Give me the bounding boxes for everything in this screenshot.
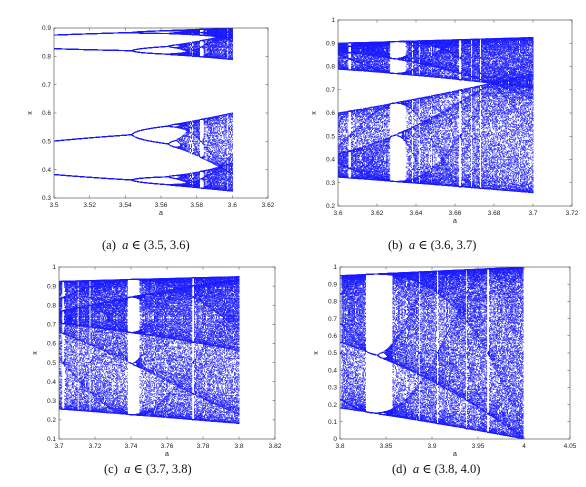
x-tick-label: 3.74 [125,443,138,450]
bifurcation-points [54,28,268,198]
y-tick-label: 0.2 [47,417,56,424]
bifurcation-points [59,267,275,439]
y-tick-label: 0.7 [42,82,51,89]
x-tick-label: 3.7 [54,443,63,450]
y-axis-label: x [313,351,320,355]
bifurcation-points [340,267,570,439]
y-axis-label: x [27,111,34,115]
caption-c: (c) a ∈ (3.7, 3.8) [104,462,192,476]
y-tick-label: 0.6 [326,110,335,117]
x-tick-label: 3.9 [427,443,436,450]
x-axis-label: a [165,451,169,458]
bifurcation-chart-a: 3.5 3.52 3.54 3.56 3.58 3.6 3.62 0.3 0.4 0.5 0.6 0.… [27,25,275,217]
bifurcation-panel-d: 3.8 3.85 3.9 3.95 4 4.05 0 0.1 0.2 0.3 0.4 0.5 0.6 0.… [298,255,584,476]
y-tick-label: 1 [333,264,337,271]
x-tick-label: 3.56 [155,202,168,209]
bifurcation-chart-b: 3.6 3.62 3.64 3.66 3.68 3.7 3.72 0.2 0.3 0.4 0.5 0.… [311,17,579,225]
y-tick-label: 0.8 [326,64,335,71]
x-tick-label: 4.05 [564,443,577,450]
y-tick-label: 0.3 [42,195,51,202]
x-tick-label: 3.58 [190,202,203,209]
x-tick-label: 3.62 [262,202,275,209]
y-tick-label: 0.9 [328,281,337,288]
x-tick-label: 3.62 [371,210,384,217]
y-tick-label: 0.4 [328,367,337,374]
y-tick-label: 0.7 [326,87,335,94]
caption-d: (d) a ∈ (3.8, 4.0) [392,462,481,476]
y-tick-label: 0.9 [42,25,51,32]
y-axis-label: x [311,111,318,115]
x-tick-label: 3.66 [449,210,462,217]
x-tick-label: 3.82 [269,443,282,450]
x-tick-label: 3.72 [89,443,102,450]
y-tick-label: 0.1 [328,419,337,426]
y-tick-label: 0.2 [328,402,337,409]
y-tick-label: 0 [333,436,337,443]
y-tick-label: 0.8 [328,299,337,306]
x-tick-label: 3.6 [228,202,237,209]
y-tick-label: 1 [52,264,56,271]
bifurcation-panel-c: 3.7 3.72 3.74 3.76 3.78 3.8 3.82 0.1 0.2 0.3 0.4 0.… [10,255,290,476]
bifurcation-chart-d: 3.8 3.85 3.9 3.95 4 4.05 0 0.1 0.2 0.3 0.4 0.5 0.6 0.… [313,264,577,458]
x-tick-label: 4 [522,443,526,450]
x-tick-label: 3.76 [161,443,174,450]
x-tick-label: 3.6 [333,210,342,217]
x-axis-label: a [453,451,457,458]
y-tick-label: 0.5 [328,350,337,357]
y-tick-label: 0.4 [42,167,51,174]
y-tick-label: 0.5 [42,139,51,146]
y-tick-label: 0.8 [42,54,51,61]
y-tick-label: 0.2 [326,203,335,210]
y-tick-label: 0.4 [47,379,56,386]
y-tick-label: 0.7 [328,316,337,323]
y-tick-label: 0.6 [47,341,56,348]
x-tick-label: 3.68 [488,210,501,217]
x-tick-label: 3.8 [335,443,344,450]
y-tick-label: 0.6 [328,333,337,340]
x-tick-label: 3.52 [83,202,96,209]
bifurcation-points [338,20,572,206]
y-tick-label: 0.5 [326,133,335,140]
x-tick-label: 3.54 [119,202,132,209]
x-tick-label: 3.85 [380,443,393,450]
y-tick-label: 0.3 [328,385,337,392]
x-axis-label: a [453,218,457,225]
y-tick-label: 0.5 [47,360,56,367]
x-tick-label: 3.8 [234,443,243,450]
x-tick-label: 3.72 [566,210,579,217]
x-axis-label: a [159,210,163,217]
y-tick-label: 0.7 [47,322,56,329]
x-tick-label: 3.64 [410,210,423,217]
y-tick-label: 0.4 [326,157,335,164]
caption-a: (a) a ∈ (3.5, 3.6) [102,238,190,252]
x-tick-label: 3.78 [197,443,210,450]
y-tick-label: 1 [331,17,335,24]
bifurcation-panel-a: 3.5 3.52 3.54 3.56 3.58 3.6 3.62 0.3 0.4 0.5 0.6 0.… [10,12,280,252]
y-axis-label: x [32,351,39,355]
bifurcation-chart-c: 3.7 3.72 3.74 3.76 3.78 3.8 3.82 0.1 0.2 0.3 0.4 0.… [32,264,282,458]
y-tick-label: 0.1 [47,436,56,443]
y-tick-label: 0.3 [326,180,335,187]
bifurcation-panel-b: 3.6 3.62 3.64 3.66 3.68 3.7 3.72 0.2 0.3 0.4 0.5 0.… [298,12,584,252]
y-tick-label: 0.9 [47,283,56,290]
x-tick-label: 3.7 [528,210,537,217]
x-tick-label: 3.95 [472,443,485,450]
y-tick-label: 0.3 [47,398,56,405]
y-tick-label: 0.6 [42,110,51,117]
caption-b: (b) a ∈ (3.6, 3.7) [388,238,477,252]
x-tick-label: 3.5 [49,202,58,209]
y-tick-label: 0.9 [326,40,335,47]
y-tick-label: 0.8 [47,302,56,309]
